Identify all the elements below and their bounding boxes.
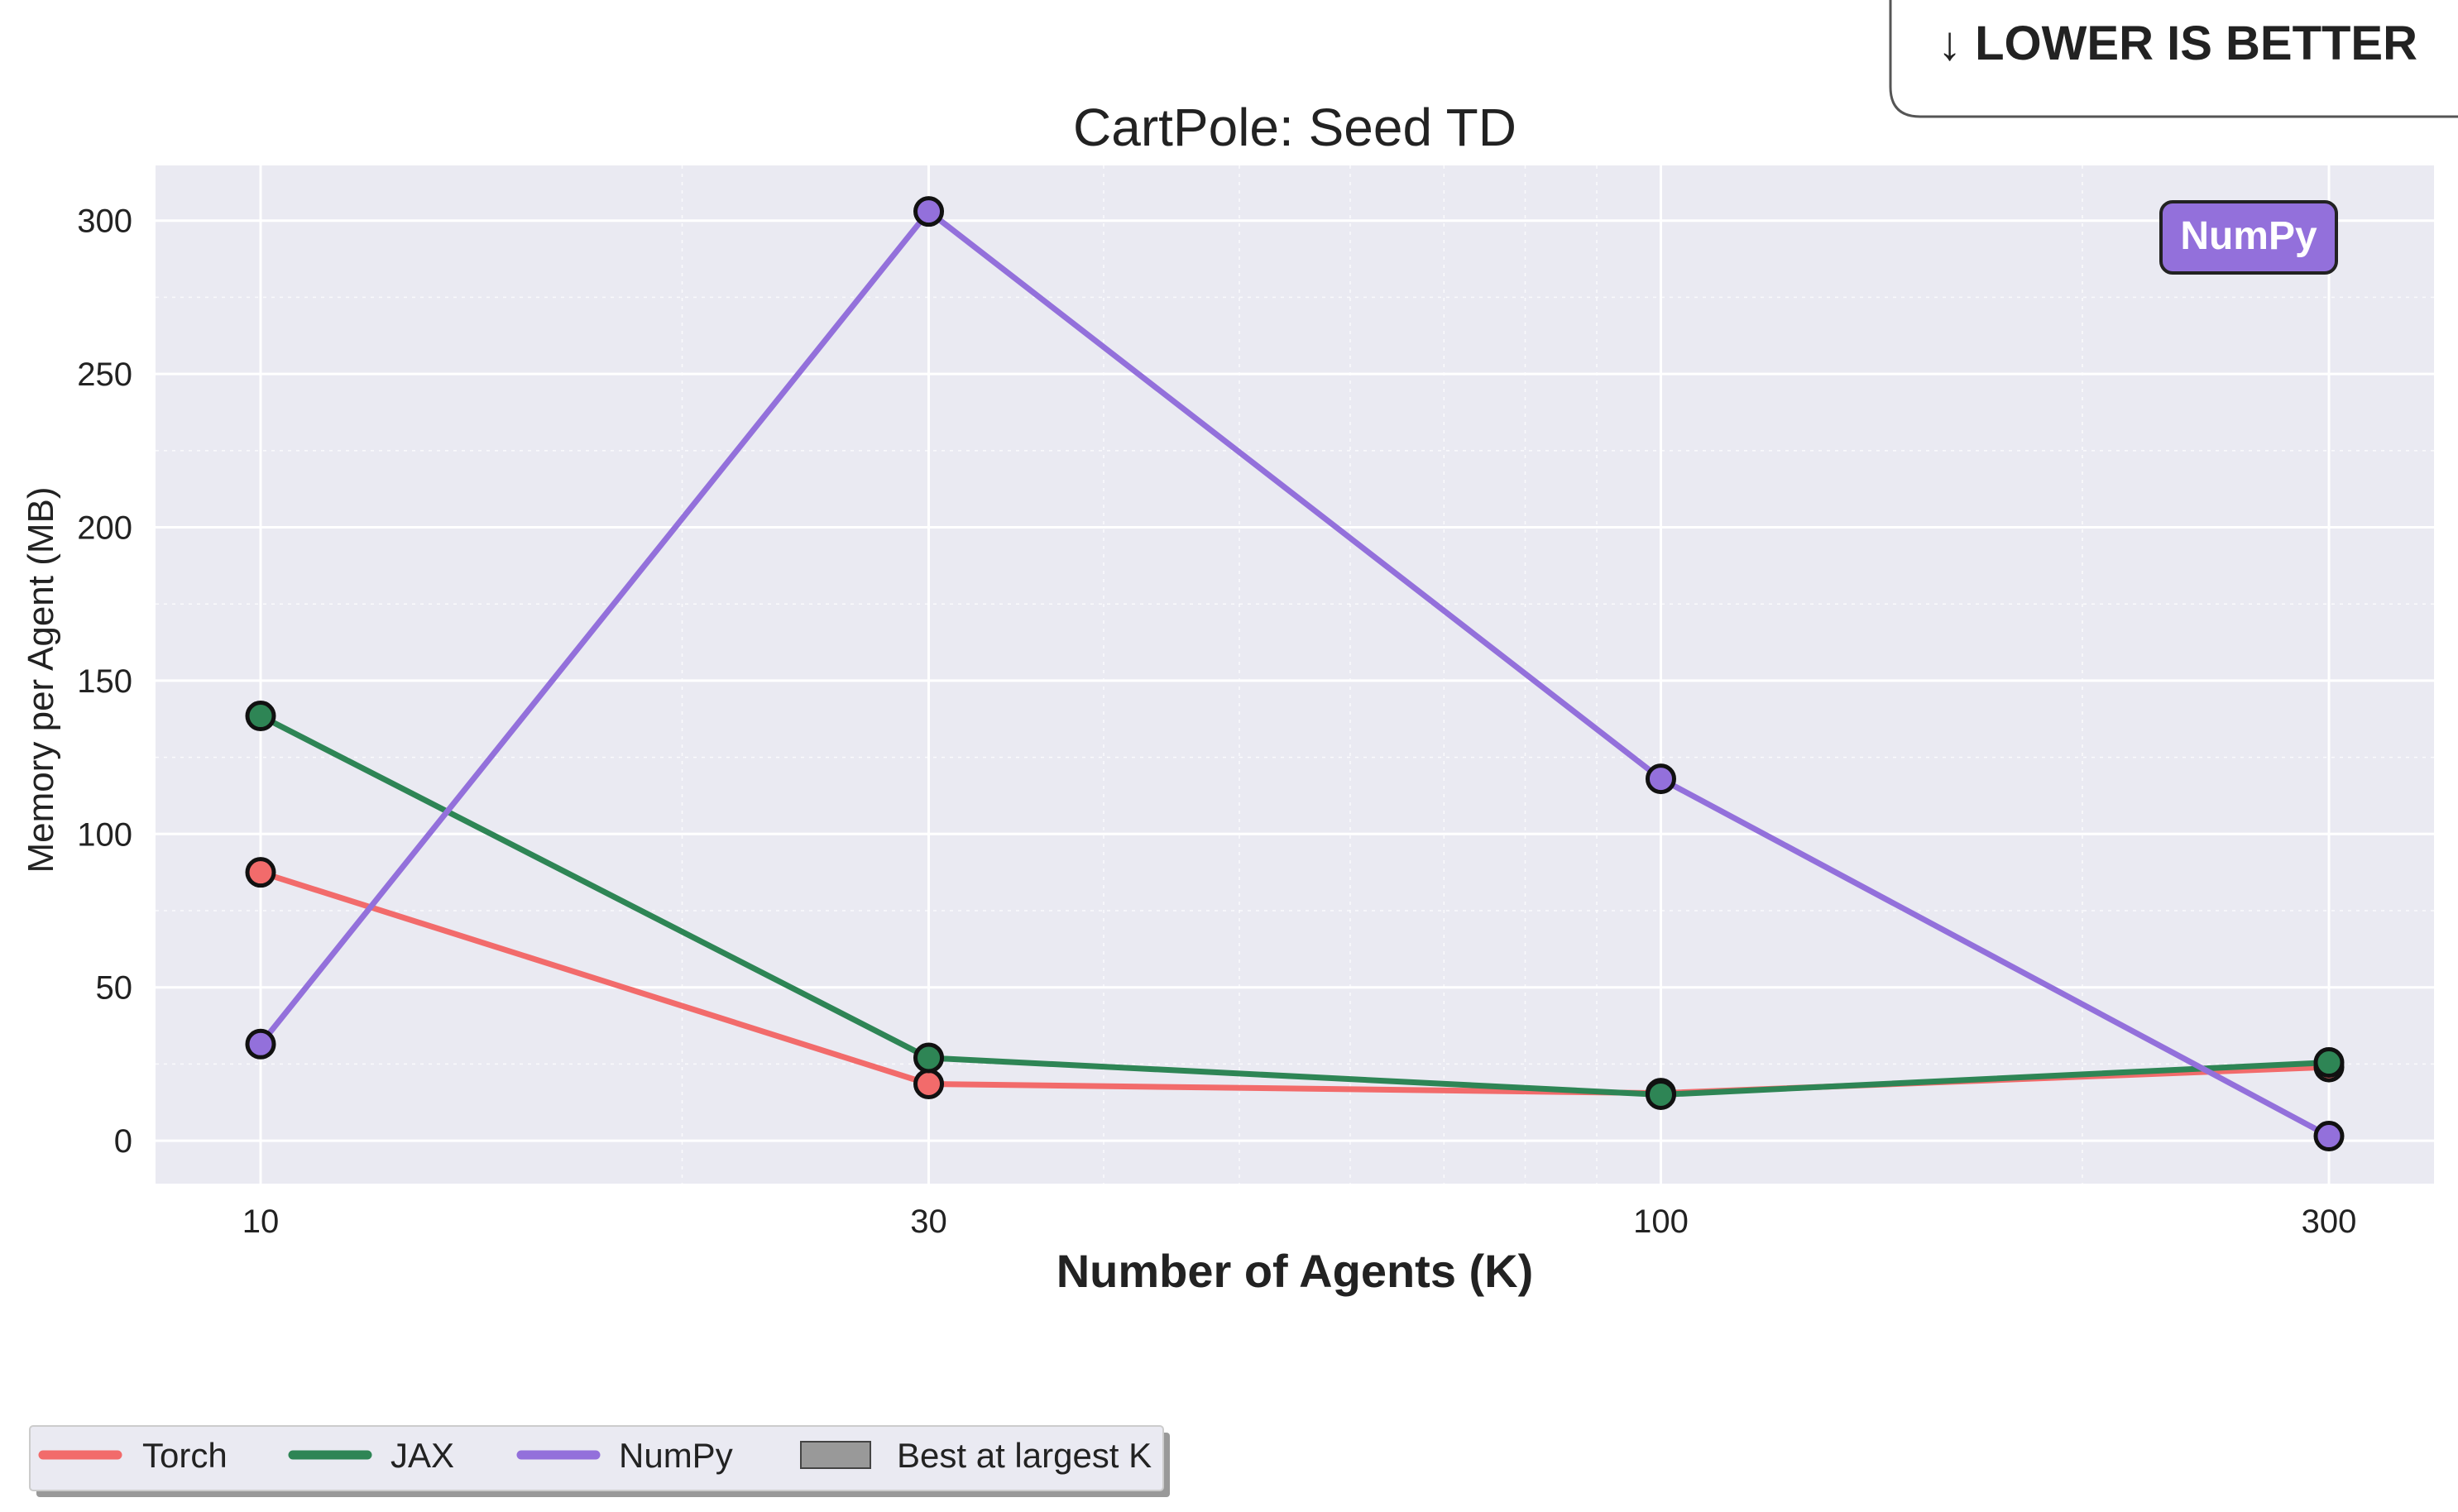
best-badge: NumPy [2159,200,2338,275]
y-axis: 0 50 100 150 200 250 300 [77,203,132,1160]
callout-text: ↓ LOWER IS BETTER [1938,17,2417,70]
y-tick-label: 100 [77,816,132,853]
y-tick-label: 200 [77,510,132,547]
legend-label-torch: Torch [142,1436,228,1475]
y-tick-label: 300 [77,203,132,240]
y-tick-label: 50 [96,970,133,1007]
data-point-numpy [1645,763,1676,795]
y-tick-label: 0 [114,1123,132,1160]
data-point-numpy [245,1028,276,1060]
x-axis: 10 30 100 300 [242,1203,2357,1240]
data-point-torch [245,857,276,888]
data-point-jax [913,1042,945,1074]
data-point-numpy [913,196,945,227]
x-tick-label: 100 [1633,1203,1689,1240]
series-line-numpy [258,208,2331,1139]
x-tick-label: 10 [242,1203,280,1240]
series-points [245,196,2345,1152]
x-tick-label: 30 [910,1203,947,1240]
lower-is-better-callout: ↓ LOWER IS BETTER [1889,0,2458,118]
series-lines [258,208,2331,1139]
data-point-torch [913,1068,945,1099]
data-point-numpy [2313,1121,2345,1152]
legend-label-jax: JAX [391,1436,454,1475]
plot-area [156,165,2434,1184]
grid-lines [156,165,2434,1184]
x-axis-label: Number of Agents (K) [1057,1245,1534,1297]
data-point-jax [2313,1047,2345,1079]
data-point-jax [245,701,276,732]
data-point-jax [1645,1079,1676,1110]
legend-swatch-best [800,1441,871,1469]
y-axis-label: Memory per Agent (MB) [21,486,61,873]
legend-label-best: Best at largest K [897,1436,1152,1475]
y-tick-label: 150 [77,663,132,700]
best-badge-text: NumPy [2180,214,2317,258]
legend-label-numpy: NumPy [619,1436,733,1475]
legend: Torch JAX NumPy Best at largest K [29,1425,1170,1497]
best-badge-box [2159,200,2338,275]
y-tick-label: 250 [77,356,132,393]
chart-title: CartPole: Seed TD [1073,98,1516,157]
x-tick-label: 300 [2302,1203,2357,1240]
series-line-jax [259,713,2330,1098]
